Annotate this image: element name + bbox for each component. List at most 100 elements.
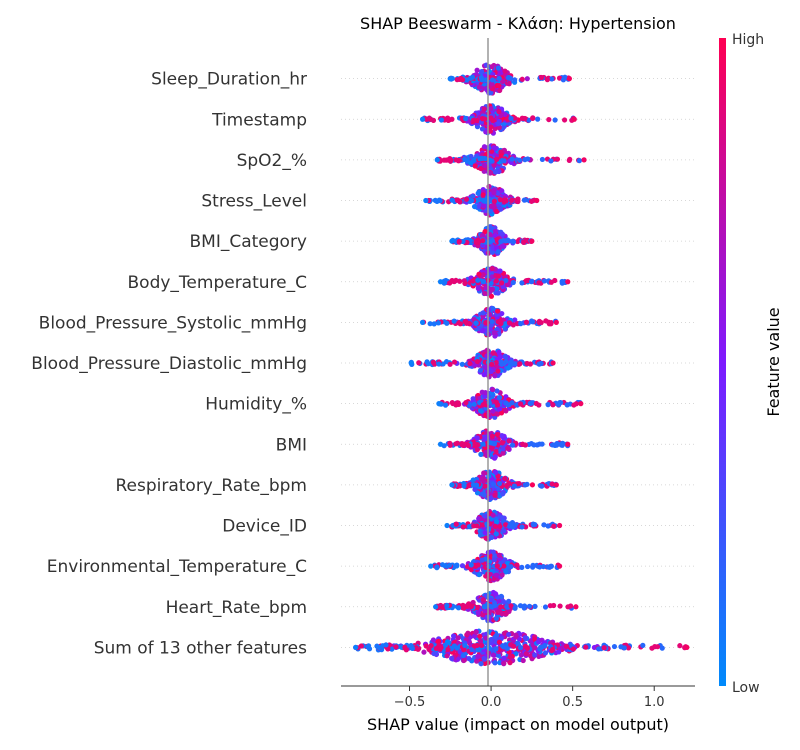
shap-point [539,441,545,447]
shap-point [479,126,486,132]
shap-point [654,644,661,650]
shap-point [465,483,471,489]
shap-point [518,652,524,658]
shap-point [509,197,515,204]
shap-point [478,661,484,667]
shap-point [559,278,565,285]
shap-point [496,82,502,89]
shap-point [462,156,468,162]
shap-point [521,605,527,611]
shap-point [534,197,540,204]
colorbar-high-label: High [732,32,764,48]
shap-point [444,320,450,326]
shap-point [522,635,528,641]
shap-point [470,477,476,483]
shap-point [489,361,495,367]
shap-point [478,75,484,81]
shap-point [583,644,589,650]
shap-point [568,603,574,609]
shap-point [498,594,505,600]
shap-point [517,361,523,367]
shap-point [503,611,509,617]
shap-point [503,354,509,361]
shap-point [490,652,496,658]
shap-point [454,440,460,446]
shap-point [442,642,449,648]
shap-point [506,438,512,444]
shap-point [493,359,499,366]
shap-point [481,144,488,150]
shap-point [528,653,534,659]
shap-point [494,563,500,569]
shap-point [551,602,557,609]
shap-point [474,447,480,453]
shap-point [596,646,602,652]
shap-point [438,117,445,123]
shap-point [459,440,465,447]
feature-label: Device_ID [222,517,307,537]
shap-point [436,361,442,367]
shap-point [486,412,492,418]
shap-point [495,190,501,196]
shap-point [492,660,498,666]
shap-point [507,75,514,81]
shap-point [445,646,451,653]
shap-point [493,531,499,537]
shap-point [519,524,525,530]
shap-point [495,273,501,279]
shap-point [489,534,495,540]
shap-point [475,239,481,245]
shap-point [541,278,548,284]
shap-point [499,361,505,367]
feature-label: Sleep_Duration_hr [151,70,307,90]
shap-point [533,400,539,407]
shap-point [501,644,507,650]
shap-point [529,319,536,325]
shap-point [551,523,557,529]
shap-point [477,638,484,644]
shap-point [484,353,490,359]
shap-point [446,562,453,568]
shap-point [570,646,576,652]
shap-point [492,492,498,498]
shap-point [470,158,477,164]
shap-point [557,563,563,569]
shap-point [503,408,509,414]
shap-point [455,605,462,611]
shap-point [503,359,509,365]
shap-point [501,158,507,164]
shap-point [466,656,472,662]
shap-point [538,74,545,81]
shap-point [393,644,399,650]
shap-point [550,646,556,653]
shap-point [526,603,533,609]
shap-point [436,401,442,407]
shap-point [457,483,463,489]
shap-point [543,318,549,324]
shap-point [437,198,443,204]
shap-point [496,480,503,487]
shap-point [546,564,553,570]
shap-point [472,163,478,169]
shap-point [475,654,481,660]
shap-point [527,361,534,367]
shap-point [677,643,683,649]
shap-point [474,658,480,664]
shap-point [471,523,477,529]
shap-point [529,482,536,488]
shap-point [495,121,501,127]
shap-point [513,632,519,638]
shap-point [578,401,584,407]
shap-point [466,403,472,409]
shap-point [497,197,503,203]
feature-label: Body_Temperature_C [128,273,307,293]
shap-point [451,359,458,365]
shap-point [535,116,541,122]
shap-point [402,644,408,650]
shap-point [512,77,518,83]
shap-point [430,637,437,643]
shap-point [486,183,492,190]
shap-point [481,656,488,662]
shap-point [479,557,485,563]
shap-point [439,604,445,610]
